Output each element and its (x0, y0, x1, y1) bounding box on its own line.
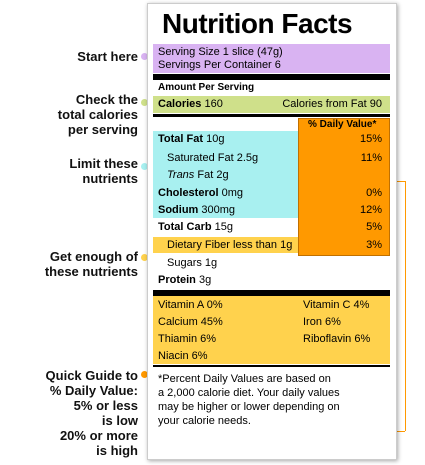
nutrient-label: Trans (167, 169, 195, 181)
callout-start-here: Start here (77, 49, 138, 64)
thiamin: Thiamin 6% (158, 333, 217, 345)
dv-column (298, 118, 390, 256)
total-fat-row: Total Fat 10g 15% (153, 132, 390, 146)
callout-line: is low (101, 413, 138, 428)
dv-bracket-right (405, 181, 406, 431)
callout-dot-enough (141, 254, 148, 261)
dv-bracket-top (393, 181, 405, 182)
callout-line: Check the (75, 92, 138, 107)
callout-dot-limit (141, 163, 148, 170)
nutrient-label: Total Carb (158, 221, 212, 233)
calories-section (153, 96, 390, 113)
nutrient-amount: 0mg (221, 187, 243, 199)
calcium: Calcium 45% (158, 316, 223, 328)
footnote-line: *Percent Daily Values are based on (158, 373, 331, 385)
nutrient-amount: 10g (206, 133, 225, 145)
divider-thin (153, 365, 390, 367)
vitamin-a: Vitamin A 0% (158, 299, 223, 311)
nutrient-dv: 11% (360, 152, 382, 164)
callout-line: Get enough of (49, 249, 138, 264)
nutrient-dv: 15% (359, 133, 382, 145)
calories-value: 160 (204, 98, 223, 110)
nutrient-dv: 3% (366, 239, 382, 251)
callout-dot-guide (141, 371, 148, 378)
sodium-bg (153, 203, 298, 218)
protein-row: Protein 3g (153, 273, 390, 287)
nutrient-label: Sugars (167, 257, 202, 269)
callout-line: total calories (57, 107, 138, 122)
nutrient-amount: 1g (204, 257, 218, 269)
callout-line: these nutrients (44, 264, 138, 279)
calories-label: Calories (158, 98, 202, 110)
nutrient-label: Cholesterol (158, 187, 219, 199)
fiber-row: Dietary Fiber less than 1g 3% (153, 238, 390, 252)
label-title: Nutrition Facts (162, 8, 353, 39)
vitamin-c: Vitamin C 4% (303, 299, 370, 311)
sugars-row: Sugars 1g (153, 256, 390, 270)
vitamins-section (153, 296, 390, 364)
nutrient-amount: 1g (280, 239, 293, 251)
footnote-line: your calorie needs. (158, 415, 251, 427)
callout-check-calories: Check the total calories per serving (58, 92, 138, 137)
nutrient-label: Sodium (158, 204, 199, 216)
trans-fat-row: Trans Fat 2g (153, 168, 390, 182)
callout-line: % Daily Value: (49, 383, 138, 398)
callout-line: 5% or less (73, 398, 138, 413)
divider-thick (153, 74, 390, 80)
callout-limit-nutrients: Limit these nutrients (69, 156, 138, 186)
nutrient-dv: 0% (366, 187, 382, 199)
serving-section (153, 44, 390, 73)
iron: Iron 6% (303, 316, 341, 328)
fiber-bg (153, 237, 298, 253)
dv-header: % Daily Value* (308, 119, 377, 130)
servings-per-container: Servings Per Container 6 (158, 59, 281, 71)
nutrient-amount: 15g (214, 221, 233, 233)
nutrient-label: Dietary Fiber less than (167, 239, 278, 251)
cholesterol-row: Cholesterol 0mg 0% (153, 186, 390, 200)
serving-size: Serving Size 1 slice (47g) (158, 46, 283, 58)
limit-block (153, 131, 298, 204)
callout-line: per serving (67, 122, 138, 137)
callout-line: Limit these (69, 156, 138, 171)
divider-thick-2 (153, 290, 390, 296)
footnote-line: a 2,000 calorie diet. Your daily values (158, 387, 340, 399)
callout-line: is high (96, 443, 138, 458)
nutrition-label: Nutrition Facts Serving Size 1 slice (47… (147, 3, 397, 460)
riboflavin: Riboflavin 6% (303, 333, 371, 345)
amount-per-serving: Amount Per Serving (158, 82, 255, 93)
nutrient-label: Total Fat (158, 133, 204, 145)
callout-line: 20% or more (59, 428, 138, 443)
callout-dot-calories (141, 99, 148, 106)
callout-line: Quick Guide to (45, 368, 138, 383)
nutrient-amount: 2g (216, 169, 229, 181)
nutrient-amount: 3g (198, 274, 212, 286)
sodium-row: Sodium 300mg 12% (153, 203, 390, 217)
footnote-line: may be higher or lower depending on (158, 401, 340, 413)
total-carb-row: Total Carb 15g 5% (153, 220, 390, 234)
nutrient-dv: 5% (366, 221, 382, 233)
calories-from-fat: Calories from Fat 90 (282, 98, 382, 110)
callout-dot-start (141, 53, 148, 60)
nutrient-label: Saturated Fat (167, 152, 234, 164)
callout-quick-guide: Quick Guide to % Daily Value: 5% or less… (46, 368, 138, 458)
callout-line: nutrients (82, 171, 138, 186)
nutrient-amount: 300mg (201, 204, 236, 216)
nutrient-label: Protein (158, 274, 196, 286)
callout-get-enough: Get enough of these nutrients (45, 249, 138, 279)
nutrient-amount: 2.5g (236, 152, 259, 164)
nutrient-label: Fat (197, 169, 214, 181)
footnote: *Percent Daily Values are based on a 2,0… (158, 372, 390, 428)
calories-row: Calories 160 Calories from Fat 90 (153, 97, 390, 111)
sat-fat-row: Saturated Fat 2.5g 11% (153, 151, 390, 165)
nutrient-dv: 12% (359, 204, 382, 216)
niacin: Niacin 6% (158, 350, 208, 362)
divider-mid (153, 114, 390, 117)
